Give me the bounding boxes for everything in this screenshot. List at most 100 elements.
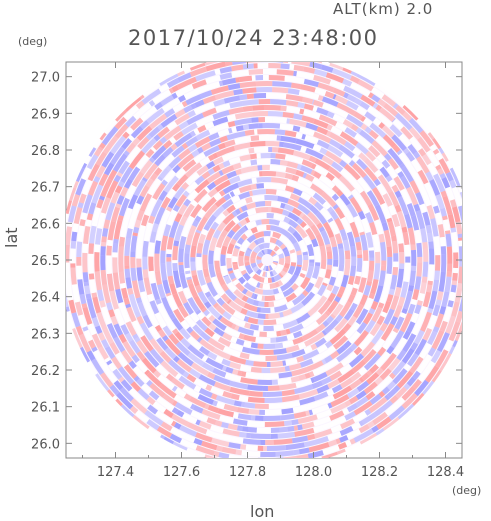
radar-cell — [205, 384, 213, 392]
radar-cell — [95, 227, 103, 245]
radar-cell — [102, 284, 111, 304]
radar-cell — [291, 174, 300, 182]
radar-cell — [156, 226, 165, 242]
radar-cell — [342, 67, 352, 74]
radar-cell — [140, 335, 154, 352]
radar-cell — [431, 369, 442, 383]
radar-cell — [257, 262, 264, 269]
radar-cell — [308, 331, 325, 345]
radar-cell — [266, 391, 283, 397]
radar-cell — [438, 147, 445, 155]
radar-cell — [245, 372, 250, 378]
radar-cell — [146, 107, 165, 124]
radar-cell — [391, 240, 399, 254]
radar-cell — [246, 297, 255, 305]
radar-cell — [185, 136, 199, 147]
radar-cell — [458, 205, 462, 220]
radar-cell — [237, 425, 243, 432]
radar-cell — [239, 364, 252, 372]
radar-cell — [278, 258, 285, 266]
radar-cell — [160, 235, 169, 251]
radar-cell — [433, 173, 446, 193]
radar-cell — [266, 212, 275, 219]
radar-cell — [326, 388, 335, 396]
radar-cell — [313, 416, 331, 427]
radar-cell — [404, 244, 411, 257]
radar-cell — [148, 215, 156, 224]
radar-cell — [187, 336, 202, 350]
radar-cell — [151, 223, 159, 233]
radar-cell — [196, 146, 204, 154]
radar-cell — [273, 324, 284, 331]
x-tick-label: 128.0 — [295, 465, 332, 480]
radar-cell — [324, 355, 333, 364]
radar-cell — [329, 328, 347, 345]
radar-cell — [275, 316, 289, 325]
radar-cell — [107, 221, 116, 241]
radar-cell — [160, 250, 166, 264]
radar-cell — [206, 181, 217, 191]
radar-cell — [394, 112, 413, 131]
radar-cell — [433, 205, 440, 214]
radar-cell — [134, 310, 142, 318]
radar-cell — [255, 268, 262, 276]
radar-cell — [210, 393, 218, 400]
radar-cell — [410, 249, 417, 266]
radar-cell — [311, 353, 324, 364]
radar-cell — [340, 274, 349, 288]
radar-cell — [238, 333, 245, 340]
radar-cell — [194, 215, 202, 223]
radar-cell — [208, 314, 216, 323]
radar-cell — [193, 378, 208, 389]
radar-cell — [98, 346, 109, 360]
radar-cell — [301, 328, 319, 342]
radar-cell — [262, 165, 270, 171]
radar-cell — [293, 266, 302, 277]
radar-cell — [155, 298, 162, 305]
radar-cell — [82, 252, 88, 273]
radar-cell — [457, 283, 462, 289]
radar-cell — [197, 290, 209, 304]
radar-cell — [307, 324, 315, 331]
radar-cell — [254, 415, 264, 421]
radar-cell — [311, 321, 319, 329]
radar-cell — [176, 76, 197, 90]
radar-cell — [277, 263, 284, 270]
radar-cell — [381, 159, 391, 169]
radar-cell — [129, 184, 137, 191]
radar-cell — [284, 75, 305, 84]
radar-cell — [401, 392, 418, 410]
radar-cell — [60, 261, 63, 272]
radar-cell — [208, 263, 216, 278]
radar-cell — [348, 395, 359, 405]
radar-cell — [234, 136, 252, 145]
radar-cell — [325, 362, 344, 377]
radar-cell — [327, 439, 338, 447]
radar-cell — [218, 330, 225, 337]
radar-cell — [285, 185, 295, 193]
radar-cell — [109, 290, 119, 310]
radar-cell — [172, 102, 185, 113]
radar-cell — [326, 206, 334, 213]
radar-cell — [372, 378, 391, 396]
radar-cell — [345, 283, 353, 293]
radar-cell — [350, 123, 359, 132]
radar-cell — [213, 374, 231, 386]
radar-cell — [270, 263, 277, 270]
radar-cell — [190, 362, 210, 377]
radar-cell — [457, 266, 462, 284]
radar-cell — [218, 80, 224, 87]
radar-cell — [162, 146, 174, 158]
radar-cell — [428, 192, 438, 208]
radar-cell — [414, 276, 422, 291]
radar-cell — [296, 226, 308, 239]
radar-cell — [422, 380, 435, 395]
radar-cell — [428, 248, 435, 265]
radar-cell — [308, 155, 317, 163]
radar-cell — [128, 293, 140, 313]
radar-cell — [250, 342, 258, 349]
radar-cell — [163, 139, 173, 149]
radar-cell — [371, 87, 385, 99]
radar-cell — [271, 379, 278, 385]
radar-cell — [201, 81, 221, 92]
